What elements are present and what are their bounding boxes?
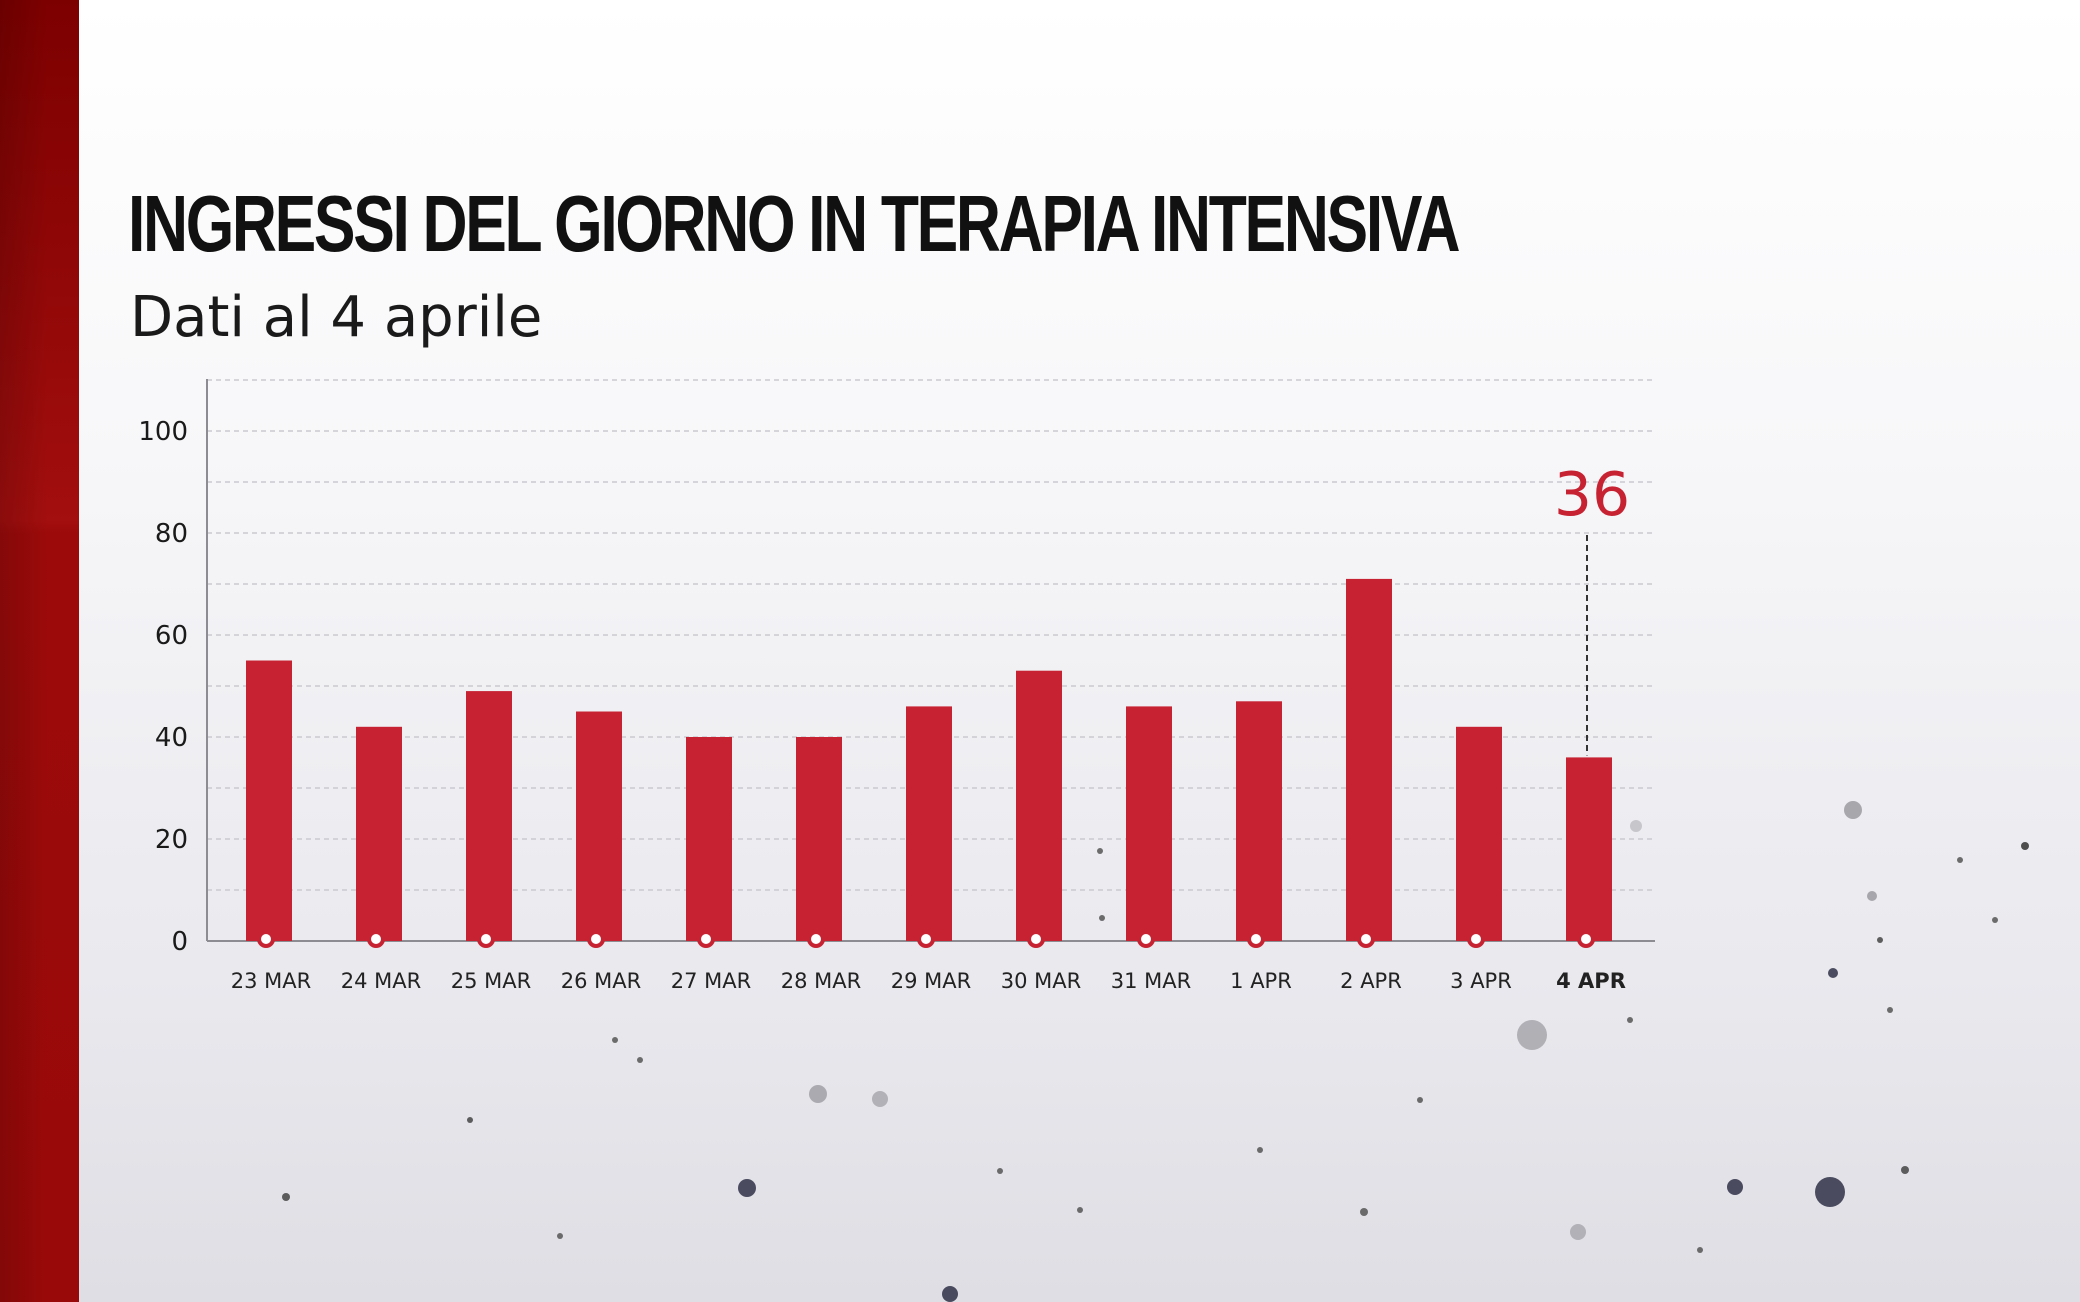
- background-dot: [1257, 1147, 1263, 1153]
- x-tick-label: 3 APR: [1450, 969, 1512, 993]
- background-dot: [1417, 1097, 1423, 1103]
- bar-base-marker: [807, 930, 825, 948]
- background-dot: [1815, 1177, 1845, 1207]
- bar: [1016, 670, 1062, 941]
- bar-base-marker: [1137, 930, 1155, 948]
- background-dot: [1360, 1208, 1368, 1216]
- background-dot: [282, 1193, 290, 1201]
- y-tick-label: 60: [155, 621, 188, 651]
- bar: [796, 737, 842, 941]
- x-tick-label: 25 MAR: [451, 969, 531, 993]
- background-dot: [1887, 1007, 1893, 1013]
- x-tick-label: 29 MAR: [891, 969, 971, 993]
- background-dot: [1630, 820, 1642, 832]
- bar: [576, 711, 622, 941]
- x-tick-label: 28 MAR: [781, 969, 861, 993]
- bar: [1346, 578, 1392, 941]
- bar-base-marker: [1577, 930, 1595, 948]
- chart-title: INGRESSI DEL GIORNO IN TERAPIA INTENSIVA: [128, 179, 1461, 268]
- x-tick-label: 30 MAR: [1001, 969, 1081, 993]
- bar-base-marker: [587, 930, 605, 948]
- bar: [906, 706, 952, 941]
- background-dot: [1877, 937, 1883, 943]
- bar-base-marker: [697, 930, 715, 948]
- x-tick-label: 1 APR: [1230, 969, 1292, 993]
- bar-base-marker: [1467, 930, 1485, 948]
- background-dot: [467, 1117, 473, 1123]
- bar-base-marker: [1027, 930, 1045, 948]
- background-dot: [1627, 1017, 1633, 1023]
- bar: [356, 726, 402, 941]
- y-tick-label: 20: [155, 825, 188, 855]
- background-dot: [637, 1057, 643, 1063]
- background-dot: [1077, 1207, 1083, 1213]
- x-tick-label: 24 MAR: [341, 969, 421, 993]
- background-dot: [1901, 1166, 1909, 1174]
- bar-base-marker: [367, 930, 385, 948]
- x-tick-label: 2 APR: [1340, 969, 1402, 993]
- highlight-value-label: 36: [1554, 460, 1630, 530]
- background-dot: [1097, 848, 1103, 854]
- x-tick-label: 27 MAR: [671, 969, 751, 993]
- y-tick-label: 100: [138, 417, 188, 447]
- background-dot: [738, 1179, 756, 1197]
- bar-base-marker: [257, 930, 275, 948]
- x-tick-label: 4 APR: [1556, 969, 1626, 993]
- bar: [686, 737, 732, 941]
- bar: [1456, 726, 1502, 941]
- background-dot: [942, 1286, 958, 1302]
- background-dot: [1570, 1224, 1586, 1240]
- chart-bars: [246, 578, 1612, 948]
- y-tick-label: 80: [155, 519, 188, 549]
- background-dot: [1697, 1247, 1703, 1253]
- background-dot: [1957, 857, 1963, 863]
- bar: [1126, 706, 1172, 941]
- chart-subtitle: Dati al 4 aprile: [130, 285, 543, 350]
- background-dot: [2021, 842, 2029, 850]
- x-tick-label: 31 MAR: [1111, 969, 1191, 993]
- bar-base-marker: [477, 930, 495, 948]
- bar-base-marker: [1247, 930, 1265, 948]
- x-tick-label: 26 MAR: [561, 969, 641, 993]
- background-dot: [1828, 968, 1838, 978]
- background-dot: [1992, 917, 1998, 923]
- side-accent-bar: [0, 0, 79, 1302]
- bar: [1566, 757, 1612, 941]
- bar: [246, 660, 292, 941]
- background-dot: [1517, 1020, 1547, 1050]
- x-tick-label: 23 MAR: [231, 969, 311, 993]
- chart-labels: 0 20 40 60 80 100 23 MAR 24 MAR 25 MAR 26 MAR 27 M…: [138, 417, 1630, 993]
- background-dot: [1867, 891, 1877, 901]
- y-tick-label: 0: [171, 927, 188, 957]
- bar-base-marker: [917, 930, 935, 948]
- bar: [1236, 701, 1282, 941]
- background-dot: [872, 1091, 888, 1107]
- background-dots: [282, 801, 2029, 1302]
- background-dot: [1727, 1179, 1743, 1195]
- background-dot: [612, 1037, 618, 1043]
- background-dot: [557, 1233, 563, 1239]
- y-tick-label: 40: [155, 723, 188, 753]
- background-dot: [997, 1168, 1003, 1174]
- bar-base-marker: [1357, 930, 1375, 948]
- background-dot: [1844, 801, 1862, 819]
- bar: [466, 691, 512, 941]
- background-dot: [809, 1085, 827, 1103]
- background-dot: [1099, 915, 1105, 921]
